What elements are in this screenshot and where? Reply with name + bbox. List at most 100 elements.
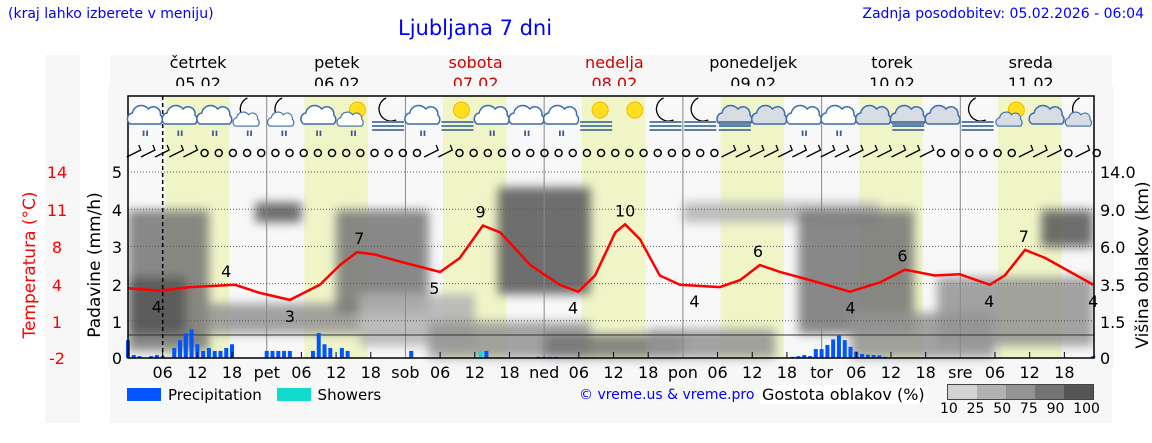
wind-calm-icon xyxy=(271,148,280,158)
moon xyxy=(378,97,397,122)
x-tick-label: 18 xyxy=(915,363,935,382)
cloud xyxy=(889,104,926,125)
cloud-rain-icon: ıı xyxy=(161,104,198,139)
temp-label: 6 xyxy=(753,242,763,261)
precip-bar xyxy=(310,350,315,358)
precip-bar xyxy=(819,349,824,358)
precip-bar xyxy=(813,349,818,358)
cloud xyxy=(336,111,364,127)
x-tick-label: 18 xyxy=(499,363,519,382)
rain-drops: ıı xyxy=(489,128,496,139)
cloud-tick-label: 6.0 xyxy=(1100,238,1125,257)
precip-bar xyxy=(848,346,853,358)
wind-calm-icon xyxy=(341,148,351,158)
wind-calm-icon xyxy=(695,148,705,158)
wind-barb-icon xyxy=(168,144,185,158)
day-name: nedelja xyxy=(585,53,644,72)
rain-drops: ıı xyxy=(523,128,530,139)
cloud-icon xyxy=(751,104,788,125)
wind-calm-icon xyxy=(950,148,960,158)
temp-tick-label: 4 xyxy=(52,276,62,295)
copyright-link[interactable]: © vreme.us & vreme.pro xyxy=(579,387,755,403)
cloud-blob xyxy=(1041,210,1094,247)
wind-calm-icon xyxy=(327,148,337,158)
left-panel xyxy=(45,55,80,423)
sun xyxy=(591,101,609,119)
wind-barb-icon xyxy=(1018,144,1034,158)
wind-barb-icon xyxy=(721,144,737,158)
scale-label: 10 xyxy=(940,401,958,417)
precip-bar xyxy=(328,347,333,358)
wind-calm-icon xyxy=(1092,148,1101,158)
x-tick-label: pon xyxy=(668,363,698,382)
scale-label: 100 xyxy=(1073,401,1100,417)
scale-50 xyxy=(1006,385,1035,399)
precip-bar xyxy=(316,333,321,358)
precip-bar xyxy=(287,350,292,358)
moon-fog-icon xyxy=(372,97,405,131)
x-tick-label: 12 xyxy=(603,363,623,382)
precip-bar xyxy=(230,344,235,358)
wind-calm-icon xyxy=(497,148,507,158)
wind-calm-icon xyxy=(653,148,662,158)
wind-calm-icon xyxy=(511,148,521,158)
cloud-density-scale xyxy=(947,384,1094,400)
wind-barb-icon xyxy=(126,144,142,158)
cloud-fog-icon xyxy=(716,104,753,131)
cloud-axis-label: Višina oblakov (km) xyxy=(1133,181,1152,349)
precip-tick-label: 0 xyxy=(112,349,122,368)
x-tick-label: 18 xyxy=(361,363,381,382)
wind-calm-icon xyxy=(681,148,691,158)
wind-calm-icon xyxy=(667,148,677,158)
temp-label: 3 xyxy=(285,307,295,326)
scale-90 xyxy=(1064,385,1093,399)
x-tick-label: 12 xyxy=(326,363,346,382)
x-tick-label: pet xyxy=(254,363,280,382)
last-updated: Zadnja posodobitev: 05.02.2026 - 06:04 xyxy=(862,6,1144,22)
wind-barb-icon xyxy=(438,144,454,158)
precip-bar xyxy=(154,355,159,358)
scale-label: 50 xyxy=(993,401,1012,417)
rain-drops: ıı xyxy=(142,128,149,139)
precip-bar xyxy=(345,350,350,358)
cloud xyxy=(785,104,822,125)
x-tick-label: 18 xyxy=(777,363,797,382)
cloud xyxy=(542,104,580,125)
x-tick-label: 06 xyxy=(291,363,311,382)
wind-calm-icon xyxy=(582,148,592,158)
cloud-blob xyxy=(208,303,360,334)
daylight-band xyxy=(581,96,646,358)
cloud xyxy=(196,104,233,125)
precip-bar xyxy=(865,354,870,358)
cloud-rain-icon: ıı xyxy=(508,104,545,139)
cloud-rain-icon: ıı xyxy=(542,104,580,139)
temp-tick-label: 11 xyxy=(47,201,67,220)
temp-label: 10 xyxy=(615,201,635,220)
cloud-fog-icon xyxy=(889,104,926,131)
x-tick-label: 12 xyxy=(1020,363,1040,382)
x-tick-label: 06 xyxy=(569,363,589,382)
wind-calm-icon xyxy=(1064,148,1073,158)
temp-label: 4 xyxy=(152,298,162,317)
cloud xyxy=(1064,111,1092,127)
precip-bar xyxy=(825,344,830,358)
rain-drops: ıı xyxy=(419,128,426,139)
wind-calm-icon xyxy=(540,148,549,158)
cloud xyxy=(473,104,510,125)
wind-barb-icon xyxy=(891,144,907,158)
sun-cloud-icon xyxy=(995,101,1025,127)
scale-75 xyxy=(1035,385,1064,399)
temp-label: 4 xyxy=(984,292,994,311)
wind-barb-icon xyxy=(749,144,765,158)
legend: Precipitation Showers xyxy=(127,386,381,404)
cloud xyxy=(924,104,961,125)
rain-drops: ıı xyxy=(801,128,808,139)
cloud xyxy=(161,104,198,125)
wind-barb-icon xyxy=(792,144,808,158)
sun-cloud-rain-icon: ıı xyxy=(336,101,366,139)
wind-calm-icon xyxy=(242,148,252,158)
sun xyxy=(626,101,644,119)
scale-label: 25 xyxy=(966,401,985,417)
wind-barb-icon xyxy=(834,144,850,158)
cloud-density-label: Gostota oblakov (%) xyxy=(760,385,927,404)
